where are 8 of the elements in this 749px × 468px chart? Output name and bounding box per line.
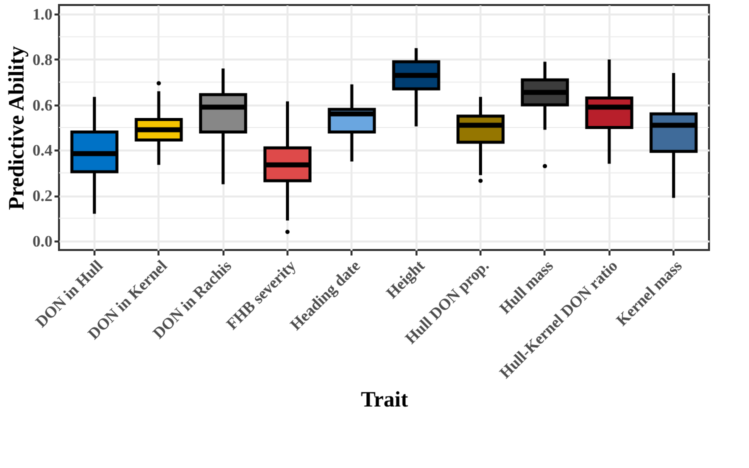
y-tick-label: 0.6 [32, 97, 52, 114]
y-tick-label: 0.2 [32, 188, 52, 206]
y-tick-label: 0.4 [32, 142, 52, 160]
y-tick-label: 0.8 [32, 52, 52, 69]
y-axis-title: Predictive Ability [4, 46, 28, 210]
y-tick-label: 0.0 [32, 233, 52, 250]
y-tick-label: 1.0 [32, 6, 52, 24]
x-axis-title: Trait [360, 386, 409, 412]
